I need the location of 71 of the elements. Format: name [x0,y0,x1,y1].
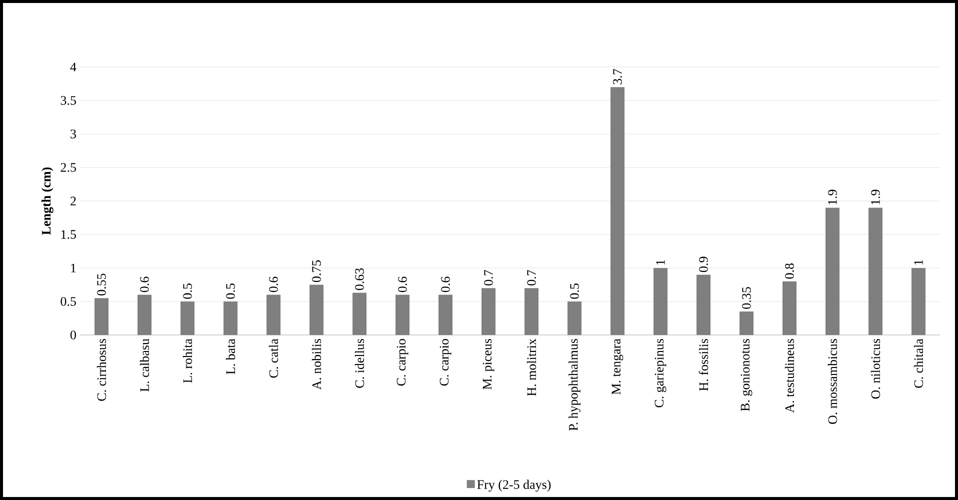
y-tick-label: 1.5 [61,230,76,239]
data-label: 0.6 [398,276,407,292]
data-label: 0.6 [441,276,450,292]
data-label: 0.63 [355,268,364,290]
bar [740,312,754,335]
y-tick-label: 3.5 [60,96,76,105]
y-tick-label: 1 [71,264,76,272]
bar [310,284,324,335]
data-label: 1 [914,260,923,265]
x-tick-label: A. nobilis [312,338,322,390]
data-label: 0.35 [742,287,751,309]
data-label: 0.6 [140,276,149,292]
data-label: 1 [656,260,665,265]
x-tick-label: C. chitala [914,338,924,388]
data-label: 1.9 [828,190,837,204]
data-label: 1.9 [871,190,880,204]
x-tick-label: C. carpio [396,339,408,386]
bar [868,208,882,335]
y-tick-label: 4 [70,62,76,72]
data-label: 0.7 [484,270,493,286]
x-tick-label: L. rohita [182,338,192,383]
data-label: 0.5 [226,284,235,299]
x-tick-label: C. cirrhosus [96,338,106,401]
bar [438,294,453,335]
legend-label: Fry (2-5 days) [477,480,551,492]
x-tick-label: A. testudineus [784,338,794,413]
x-tick-label: C. idellus [354,338,364,388]
x-tick-label: O. mossambicus [828,338,838,424]
y-tick-label: 0 [70,330,76,340]
bar [482,288,496,335]
bar [696,274,710,335]
data-label: 0.5 [570,284,579,299]
data-label: 0.75 [312,260,321,282]
bar [524,288,539,335]
x-tick-label: C. gariepinus [654,338,666,408]
x-tick-label: M. tengara [612,338,624,394]
y-tick-label: 0.5 [60,297,76,306]
data-label: 0.5 [183,284,192,299]
x-tick-label: M. piceus [482,338,494,390]
data-label: 3.7 [613,69,622,84]
bar [782,281,796,335]
data-label: 0.7 [527,270,536,286]
x-tick-label: L. calbasu [140,338,150,392]
bar [610,87,624,335]
x-tick-label: H. molitrix [526,338,536,396]
x-tick-label: P. hypophthalmus [568,338,580,431]
data-label: 0.8 [785,263,794,279]
bar [826,208,840,335]
bar [266,294,281,335]
bar [94,298,109,335]
bar [568,301,582,335]
data-label: 0.55 [97,274,106,296]
data-label: 0.9 [699,256,708,272]
bar [224,301,238,335]
y-tick-label: 3 [70,130,76,138]
bar [396,294,410,335]
bar [654,268,668,335]
bar [912,268,926,335]
x-tick-label: C. catla [268,338,278,378]
data-label: 0.6 [269,276,278,292]
y-tick-label: 2 [70,196,76,206]
bar [180,301,195,335]
y-tick-label: 2.5 [60,163,76,172]
x-tick-label: C. carpio [440,339,452,386]
bar [352,292,367,335]
x-tick-label: H. fossilis [698,339,708,391]
bar [138,294,152,335]
x-tick-label: L. bata [226,338,236,374]
x-tick-label: B. gonionotus [740,338,752,412]
y-axis-title: Length (cm) [41,167,54,235]
x-tick-label: O. niloticus [870,338,880,399]
